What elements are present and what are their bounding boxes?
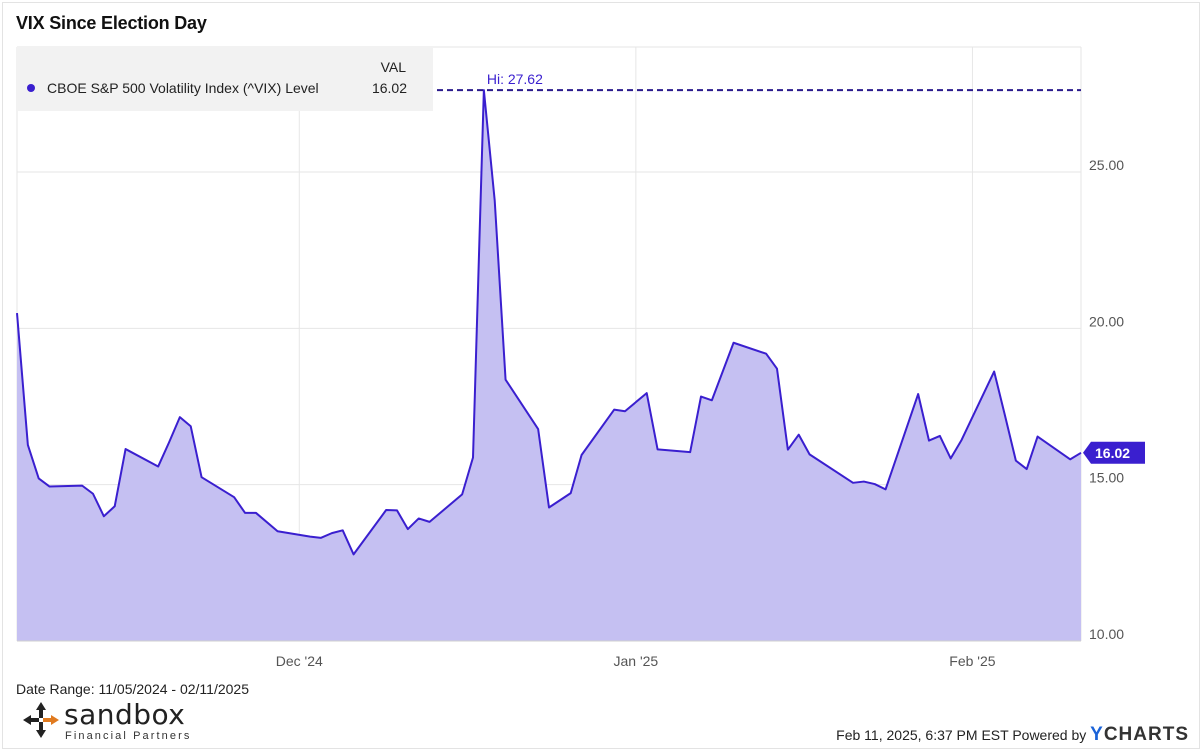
data-point [244,512,246,514]
data-point [179,416,181,418]
x-tick-label: Feb '25 [949,653,995,669]
legend: VAL CBOE S&P 500 Volatility Index (^VIX)… [17,47,433,111]
data-point [863,480,865,482]
annotation-layer: Hi: 27.62 16.02 [17,71,1145,464]
data-point [624,410,626,412]
data-point [646,392,648,394]
data-point [494,199,496,201]
data-point [656,448,658,450]
legend-series-label: CBOE S&P 500 Volatility Index (^VIX) Lev… [47,80,319,96]
compass-arrows-icon [23,702,59,738]
data-point [396,509,398,511]
data-point [711,399,713,401]
data-point [808,453,810,455]
data-point [1015,459,1017,461]
data-point [776,367,778,369]
data-point [504,378,506,380]
y-tick-label: 20.00 [1089,313,1124,329]
data-point [472,456,474,458]
data-point [950,457,952,459]
series-line [16,89,1082,556]
legend-row[interactable]: CBOE S&P 500 Volatility Index (^VIX) Lev… [27,80,423,96]
logo-subtitle: Financial Partners [65,730,192,742]
last-value-label: 16.02 [1095,445,1130,461]
data-point [331,532,333,534]
y-tick-label: 15.00 [1089,470,1124,486]
timestamp: Feb 11, 2025, 6:37 PM EST Powered by [836,727,1087,743]
legend-series-value: 16.02 [371,80,407,96]
chart-title: VIX Since Election Day [16,13,207,33]
series-area [17,90,1081,641]
logo-wordmark: sandbox [64,698,186,731]
data-point [1069,458,1071,460]
data-point [928,439,930,441]
data-point [960,439,962,441]
ycharts-logo-text[interactable]: CHARTS [1103,724,1189,745]
data-point [689,451,691,453]
data-point [1026,468,1028,470]
data-point [732,342,734,344]
data-point [385,509,387,511]
data-point [580,454,582,456]
data-point [1080,452,1082,454]
data-point [939,435,941,437]
data-point [1036,435,1038,437]
data-point [428,521,430,523]
data-point [276,530,278,532]
data-point [884,488,886,490]
sandbox-logo: sandbox Financial Partners [22,698,192,745]
data-point [48,485,50,487]
data-point [124,448,126,450]
data-point [1004,414,1006,416]
axis-layer: 10.00 15.00 20.00 25.00 Dec '24 Jan '25 Feb '2… [17,157,1124,669]
data-point [200,476,202,478]
x-tick-label: Jan '25 [613,653,658,669]
data-point [233,496,235,498]
data-point [461,493,463,495]
footer-attribution: Feb 11, 2025, 6:37 PM EST Powered by YCH… [836,724,1189,746]
data-point [993,370,995,372]
data-point [255,512,257,514]
data-point [16,312,18,314]
data-point [765,352,767,354]
data-point [407,528,409,530]
data-point [103,515,105,517]
data-point [190,425,192,427]
data-point [81,484,83,486]
data-point [168,441,170,443]
data-point [418,517,420,519]
data-point [700,395,702,397]
data-point [320,537,322,539]
data-point [483,89,485,91]
data-point [309,535,311,537]
data-point [92,493,94,495]
area-layer [16,89,1082,641]
y-tick-label: 25.00 [1089,157,1124,173]
data-point [613,408,615,410]
last-value-tag [1083,441,1145,464]
series-dot-icon [27,84,35,93]
data-point [114,505,116,507]
high-label: Hi: 27.62 [487,71,543,87]
ycharts-logo-y[interactable]: Y [1090,724,1104,745]
date-range: Date Range: 11/05/2024 - 02/11/2025 [16,681,249,697]
data-point [38,477,40,479]
data-point [352,553,354,555]
data-point [852,482,854,484]
data-point [548,506,550,508]
data-point [798,433,800,435]
x-tick-label: Dec '24 [276,653,323,669]
data-point [537,428,539,430]
data-point [342,529,344,531]
data-point [787,448,789,450]
data-point [874,483,876,485]
data-point [157,465,159,467]
data-point [917,393,919,395]
y-tick-label: 10.00 [1089,626,1124,642]
data-point [27,444,29,446]
data-point [570,492,572,494]
legend-column-header: VAL [380,59,406,75]
